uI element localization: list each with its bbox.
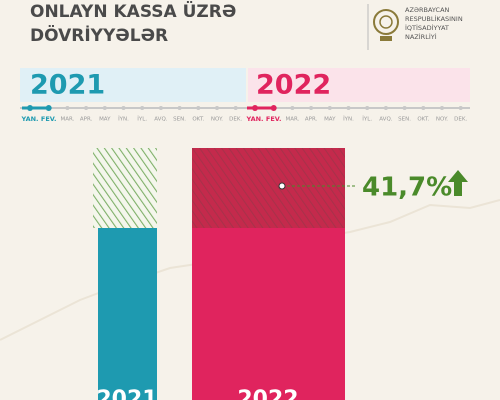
months: YAN. FEV. MAR. APR. MAY İYN. İYL. AVQ. SEN. OKT. N… bbox=[20, 105, 467, 123]
pointer-dot bbox=[278, 182, 286, 190]
month-label: MAR. bbox=[285, 117, 299, 123]
bar-2022 bbox=[192, 228, 345, 400]
ministry: AZƏRBAYCANRESPUBLİKASININİQTİSADİYYATNAZ… bbox=[405, 6, 463, 41]
year-label: 2021 bbox=[30, 70, 105, 101]
ministry-line: AZƏRBAYCAN bbox=[405, 6, 450, 14]
month-label: DEK. bbox=[454, 117, 467, 123]
month-label: NOY. bbox=[211, 117, 223, 123]
title-line: DÖVRİYYƏLƏR bbox=[30, 24, 168, 46]
month-dot bbox=[121, 106, 126, 110]
month-dot bbox=[65, 106, 70, 110]
month-dot bbox=[309, 106, 314, 110]
month-dot bbox=[458, 106, 463, 110]
logo bbox=[373, 9, 399, 41]
month-label: İYN. bbox=[343, 116, 354, 123]
ministry-line: İQTİSADİYYAT bbox=[405, 23, 449, 32]
month-label: OKT. bbox=[417, 117, 429, 123]
month-dot bbox=[84, 106, 89, 110]
month-label: DEK. bbox=[229, 117, 242, 123]
month-label: SEN. bbox=[173, 117, 186, 123]
month-dot bbox=[27, 105, 33, 111]
month-dot bbox=[233, 106, 238, 110]
month-dot bbox=[440, 106, 444, 110]
month-dot bbox=[365, 106, 370, 110]
month-dot bbox=[140, 106, 145, 110]
growth-label: 41,7% bbox=[362, 173, 452, 203]
month-dot bbox=[45, 105, 52, 111]
month-label: APR. bbox=[305, 117, 318, 123]
month-dot bbox=[402, 106, 407, 110]
month-label: APR. bbox=[80, 117, 93, 123]
month-dot bbox=[196, 106, 201, 110]
month-dot bbox=[383, 106, 388, 110]
gap bbox=[157, 148, 192, 228]
month-dot bbox=[252, 105, 258, 111]
month-label: NOY. bbox=[436, 117, 448, 123]
month-dot bbox=[158, 106, 163, 110]
month-label: İYN. bbox=[118, 116, 129, 123]
bar-2021 bbox=[98, 228, 157, 400]
month-label: FEV. bbox=[266, 115, 282, 123]
year-label: 2022 bbox=[256, 70, 331, 101]
up-arrow bbox=[448, 170, 468, 196]
month-label: MAY bbox=[99, 117, 111, 123]
bar-2022-growth bbox=[192, 148, 345, 228]
month-dot bbox=[346, 106, 351, 110]
year-band bbox=[20, 68, 246, 102]
month-label: İYL. bbox=[137, 116, 147, 123]
month-dot bbox=[177, 106, 182, 110]
month-label: AVQ. bbox=[154, 117, 168, 123]
bar-label: 2021 bbox=[96, 387, 157, 400]
bar-label: 2022 bbox=[237, 387, 298, 400]
month-label: FEV. bbox=[41, 115, 57, 123]
ministry-line: RESPUBLİKASININ bbox=[405, 14, 463, 23]
month-dot bbox=[270, 105, 277, 111]
month-label: YAN. bbox=[20, 115, 38, 123]
month-dot bbox=[327, 106, 332, 110]
month-label: OKT. bbox=[192, 117, 204, 123]
month-label: MAY bbox=[324, 117, 336, 123]
month-label: İYL. bbox=[362, 116, 372, 123]
month-dot bbox=[421, 106, 426, 110]
month-dot bbox=[102, 106, 107, 110]
month-dot bbox=[290, 106, 295, 110]
month-label: AVQ. bbox=[379, 117, 393, 123]
title-line: ONLAYN KASSA ÜZRƏ bbox=[30, 0, 236, 22]
ministry-line: NAZİRLİYİ bbox=[405, 32, 437, 41]
month-dot bbox=[215, 106, 219, 110]
title: ONLAYN KASSA ÜZRƏ DÖVRİYYƏLƏR bbox=[30, 0, 236, 46]
month-label: SEN. bbox=[398, 117, 411, 123]
month-label: MAR. bbox=[60, 117, 74, 123]
year-band bbox=[248, 68, 470, 102]
month-label: YAN. bbox=[245, 115, 263, 123]
